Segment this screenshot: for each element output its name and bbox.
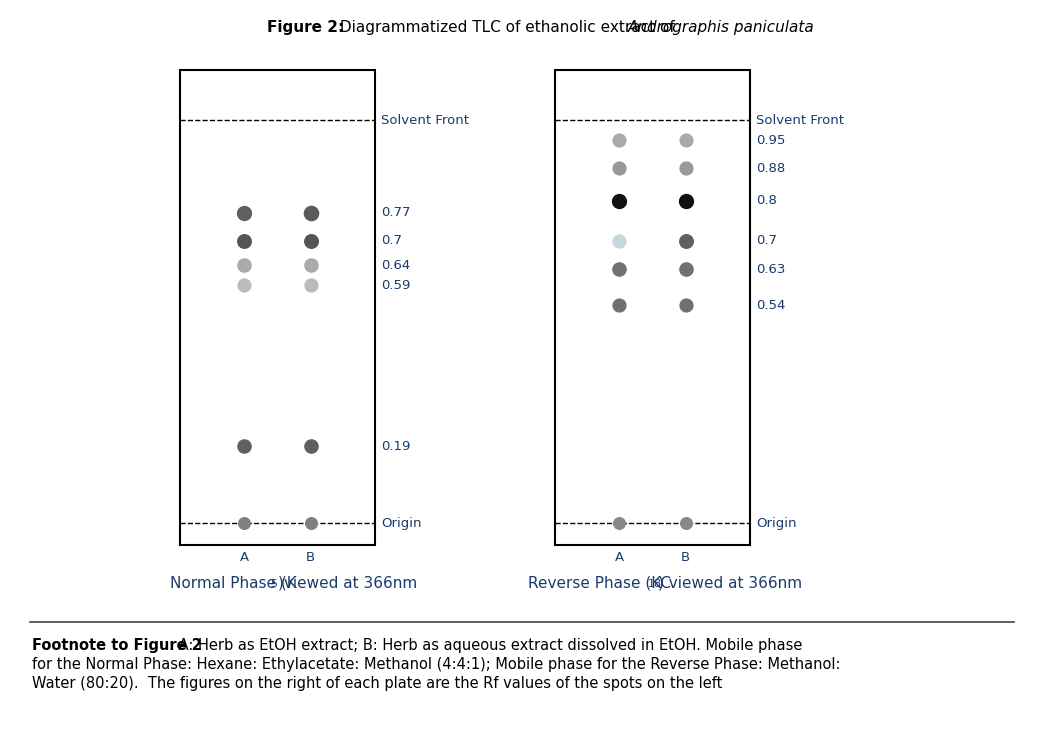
Point bbox=[678, 194, 694, 206]
Point bbox=[236, 517, 253, 529]
Text: 18: 18 bbox=[647, 579, 662, 589]
Point bbox=[303, 440, 319, 452]
Text: Footnote to Figure 2: Footnote to Figure 2 bbox=[32, 638, 201, 653]
Text: Solvent Front: Solvent Front bbox=[756, 114, 844, 126]
Text: 0.88: 0.88 bbox=[756, 162, 785, 175]
Point bbox=[303, 517, 319, 529]
Point bbox=[303, 279, 319, 291]
Point bbox=[236, 440, 253, 452]
Text: Normal Phase (K: Normal Phase (K bbox=[169, 575, 296, 590]
Text: Origin: Origin bbox=[756, 517, 797, 530]
Text: 0.64: 0.64 bbox=[381, 259, 410, 271]
Text: ) viewed at 366nm: ) viewed at 366nm bbox=[659, 575, 803, 590]
Point bbox=[678, 263, 694, 275]
Text: 0.19: 0.19 bbox=[381, 440, 410, 453]
Text: 0.7: 0.7 bbox=[381, 234, 402, 248]
Text: Solvent Front: Solvent Front bbox=[381, 114, 469, 126]
Point bbox=[678, 517, 694, 529]
Text: B: B bbox=[681, 551, 690, 564]
Point bbox=[611, 194, 627, 206]
Text: 0.8: 0.8 bbox=[756, 194, 777, 207]
Point bbox=[678, 235, 694, 247]
Point bbox=[236, 207, 253, 219]
Text: 5: 5 bbox=[270, 579, 278, 589]
Text: Diagrammatized TLC of ethanolic extract of: Diagrammatized TLC of ethanolic extract … bbox=[335, 20, 680, 35]
Point bbox=[678, 134, 694, 146]
Point bbox=[611, 235, 627, 247]
Text: Origin: Origin bbox=[381, 517, 422, 530]
Point bbox=[611, 134, 627, 146]
Point bbox=[236, 235, 253, 247]
Point bbox=[611, 299, 627, 311]
Point bbox=[303, 207, 319, 219]
Bar bbox=[180, 70, 375, 545]
Text: for the Normal Phase: Hexane: Ethylacetate: Methanol (4:4:1); Mobile phase for t: for the Normal Phase: Hexane: Ethylaceta… bbox=[32, 657, 840, 672]
Text: 0.59: 0.59 bbox=[381, 279, 410, 292]
Text: 0.54: 0.54 bbox=[756, 299, 785, 312]
Point bbox=[611, 263, 627, 275]
Point bbox=[303, 259, 319, 271]
Bar bbox=[555, 70, 750, 545]
Point bbox=[678, 299, 694, 311]
Text: A: A bbox=[615, 551, 624, 564]
Text: Figure 2:: Figure 2: bbox=[267, 20, 345, 35]
Point bbox=[303, 235, 319, 247]
Text: )viewed at 366nm: )viewed at 366nm bbox=[278, 575, 417, 590]
Text: 0.95: 0.95 bbox=[756, 134, 785, 146]
Point bbox=[611, 163, 627, 174]
Point bbox=[611, 517, 627, 529]
Point bbox=[678, 163, 694, 174]
Point bbox=[236, 259, 253, 271]
Text: Reverse Phase (KC: Reverse Phase (KC bbox=[527, 575, 670, 590]
Text: Water (80:20).  The figures on the right of each plate are the Rf values of the : Water (80:20). The figures on the right … bbox=[32, 676, 722, 691]
Text: B: B bbox=[306, 551, 315, 564]
Text: 0.7: 0.7 bbox=[756, 234, 777, 248]
Text: : A: Herb as EtOH extract; B: Herb as aqueous extract dissolved in EtOH. Mobile : : A: Herb as EtOH extract; B: Herb as aq… bbox=[169, 638, 803, 653]
Point bbox=[236, 279, 253, 291]
Text: Andrographis paniculata: Andrographis paniculata bbox=[628, 20, 814, 35]
Text: 0.77: 0.77 bbox=[381, 206, 410, 219]
Text: A: A bbox=[240, 551, 248, 564]
Text: 0.63: 0.63 bbox=[756, 262, 785, 276]
